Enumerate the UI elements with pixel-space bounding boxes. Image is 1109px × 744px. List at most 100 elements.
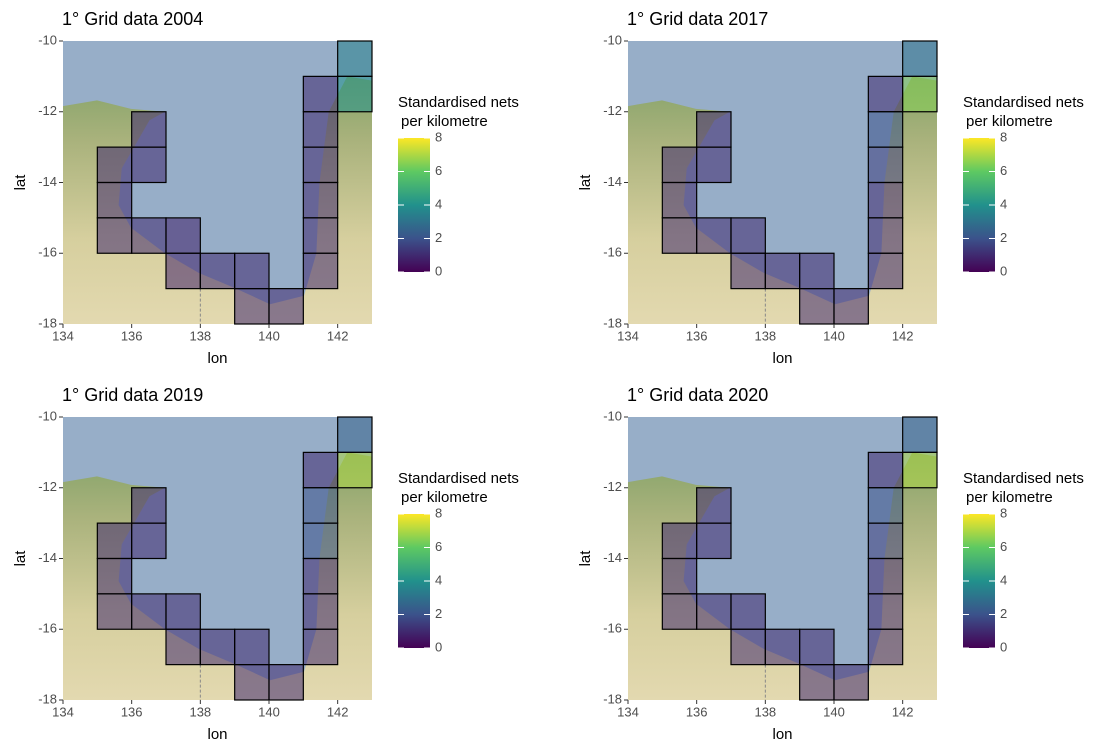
grid-cell [97, 594, 131, 629]
grid-cell [868, 183, 902, 218]
grid-cell [800, 289, 834, 324]
y-tick-label: -16 [38, 245, 57, 260]
grid-cell [800, 253, 834, 288]
panel-title: 1° Grid data 2020 [627, 385, 768, 405]
legend-title: Standardised nets [963, 94, 1084, 111]
colorbar-tick-label: 2 [435, 606, 442, 621]
colorbar-tick-label: 8 [435, 129, 442, 144]
grid-cell [868, 218, 902, 253]
grid-cell [132, 488, 166, 523]
grid-cell [235, 629, 269, 664]
colorbar-tick-label: 0 [1000, 639, 1007, 654]
grid-cell [868, 76, 902, 111]
x-axis-label: lon [772, 350, 792, 367]
grid-cell [269, 665, 303, 700]
grid-cell [697, 523, 731, 558]
colorbar-tick-label: 8 [1000, 129, 1007, 144]
grid-cell [868, 629, 902, 664]
colorbar-tick-label: 4 [435, 572, 442, 587]
grid-cell [731, 253, 765, 288]
grid-cell [868, 488, 902, 523]
x-tick-label: 138 [754, 704, 776, 719]
grid-cell [235, 253, 269, 288]
colorbar-tick-label: 4 [435, 196, 442, 211]
grid-cell [800, 629, 834, 664]
x-tick-label: 140 [823, 328, 845, 343]
grid-cell [303, 112, 337, 147]
grid-cell [166, 253, 200, 288]
grid-cell [132, 594, 166, 629]
x-tick-label: 134 [617, 328, 639, 343]
legend-title: per kilometre [966, 489, 1053, 506]
grid-cell [834, 289, 868, 324]
grid-cell [97, 523, 131, 558]
y-tick-label: -14 [603, 550, 622, 565]
grid-cell [132, 523, 166, 558]
y-tick-label: -10 [603, 408, 622, 423]
y-tick-label: -10 [603, 32, 622, 47]
colorbar-tick-label: 6 [435, 163, 442, 178]
grid-cell [662, 594, 696, 629]
grid-cell [903, 452, 937, 487]
grid-cell [697, 488, 731, 523]
y-tick-label: -12 [38, 103, 57, 118]
x-tick-label: 142 [327, 328, 349, 343]
legend-title: Standardised nets [398, 94, 519, 111]
x-tick-label: 142 [892, 328, 914, 343]
grid-cell [731, 594, 765, 629]
y-tick-label: -12 [603, 103, 622, 118]
y-tick-label: -18 [38, 315, 57, 330]
legend-title: Standardised nets [963, 470, 1084, 487]
colorbar-tick-label: 2 [435, 230, 442, 245]
grid-cell [662, 183, 696, 218]
colorbar-tick-label: 8 [435, 505, 442, 520]
grid-cell [132, 112, 166, 147]
grid-cell [765, 253, 799, 288]
y-tick-label: -16 [38, 621, 57, 636]
colorbar-tick-label: 2 [1000, 606, 1007, 621]
grid-cell [338, 41, 372, 76]
y-axis-label: lat [12, 174, 29, 191]
grid-cell [662, 218, 696, 253]
grid-cell [868, 253, 902, 288]
grid-cell [868, 147, 902, 182]
x-axis-label: lon [772, 726, 792, 743]
grid-cell [903, 41, 937, 76]
grid-cell [868, 594, 902, 629]
y-tick-label: -12 [38, 479, 57, 494]
x-tick-label: 136 [686, 704, 708, 719]
y-tick-label: -10 [38, 408, 57, 423]
y-tick-label: -18 [38, 691, 57, 706]
grid-cell [697, 112, 731, 147]
grid-cell [731, 218, 765, 253]
grid-cell [765, 629, 799, 664]
grid-cell [303, 523, 337, 558]
grid-cell [303, 559, 337, 594]
grid-cell [166, 594, 200, 629]
colorbar-tick-label: 4 [1000, 572, 1007, 587]
x-tick-label: 136 [121, 328, 143, 343]
grid-cell [800, 665, 834, 700]
grid-cell [338, 76, 372, 111]
colorbar-tick-label: 6 [1000, 163, 1007, 178]
x-tick-label: 140 [823, 704, 845, 719]
grid-cell [303, 253, 337, 288]
y-tick-label: -14 [38, 174, 57, 189]
x-tick-label: 142 [327, 704, 349, 719]
grid-cell [97, 183, 131, 218]
grid-cell [697, 594, 731, 629]
legend-title: per kilometre [401, 113, 488, 130]
x-tick-label: 136 [121, 704, 143, 719]
x-axis-label: lon [207, 726, 227, 743]
x-tick-label: 136 [686, 328, 708, 343]
panel-title: 1° Grid data 2017 [627, 9, 768, 29]
grid-cell [662, 523, 696, 558]
legend-title: per kilometre [966, 113, 1053, 130]
x-tick-label: 140 [258, 704, 280, 719]
y-tick-label: -12 [603, 479, 622, 494]
colorbar-tick-label: 2 [1000, 230, 1007, 245]
grid-cell [903, 417, 937, 452]
grid-cell [200, 253, 234, 288]
